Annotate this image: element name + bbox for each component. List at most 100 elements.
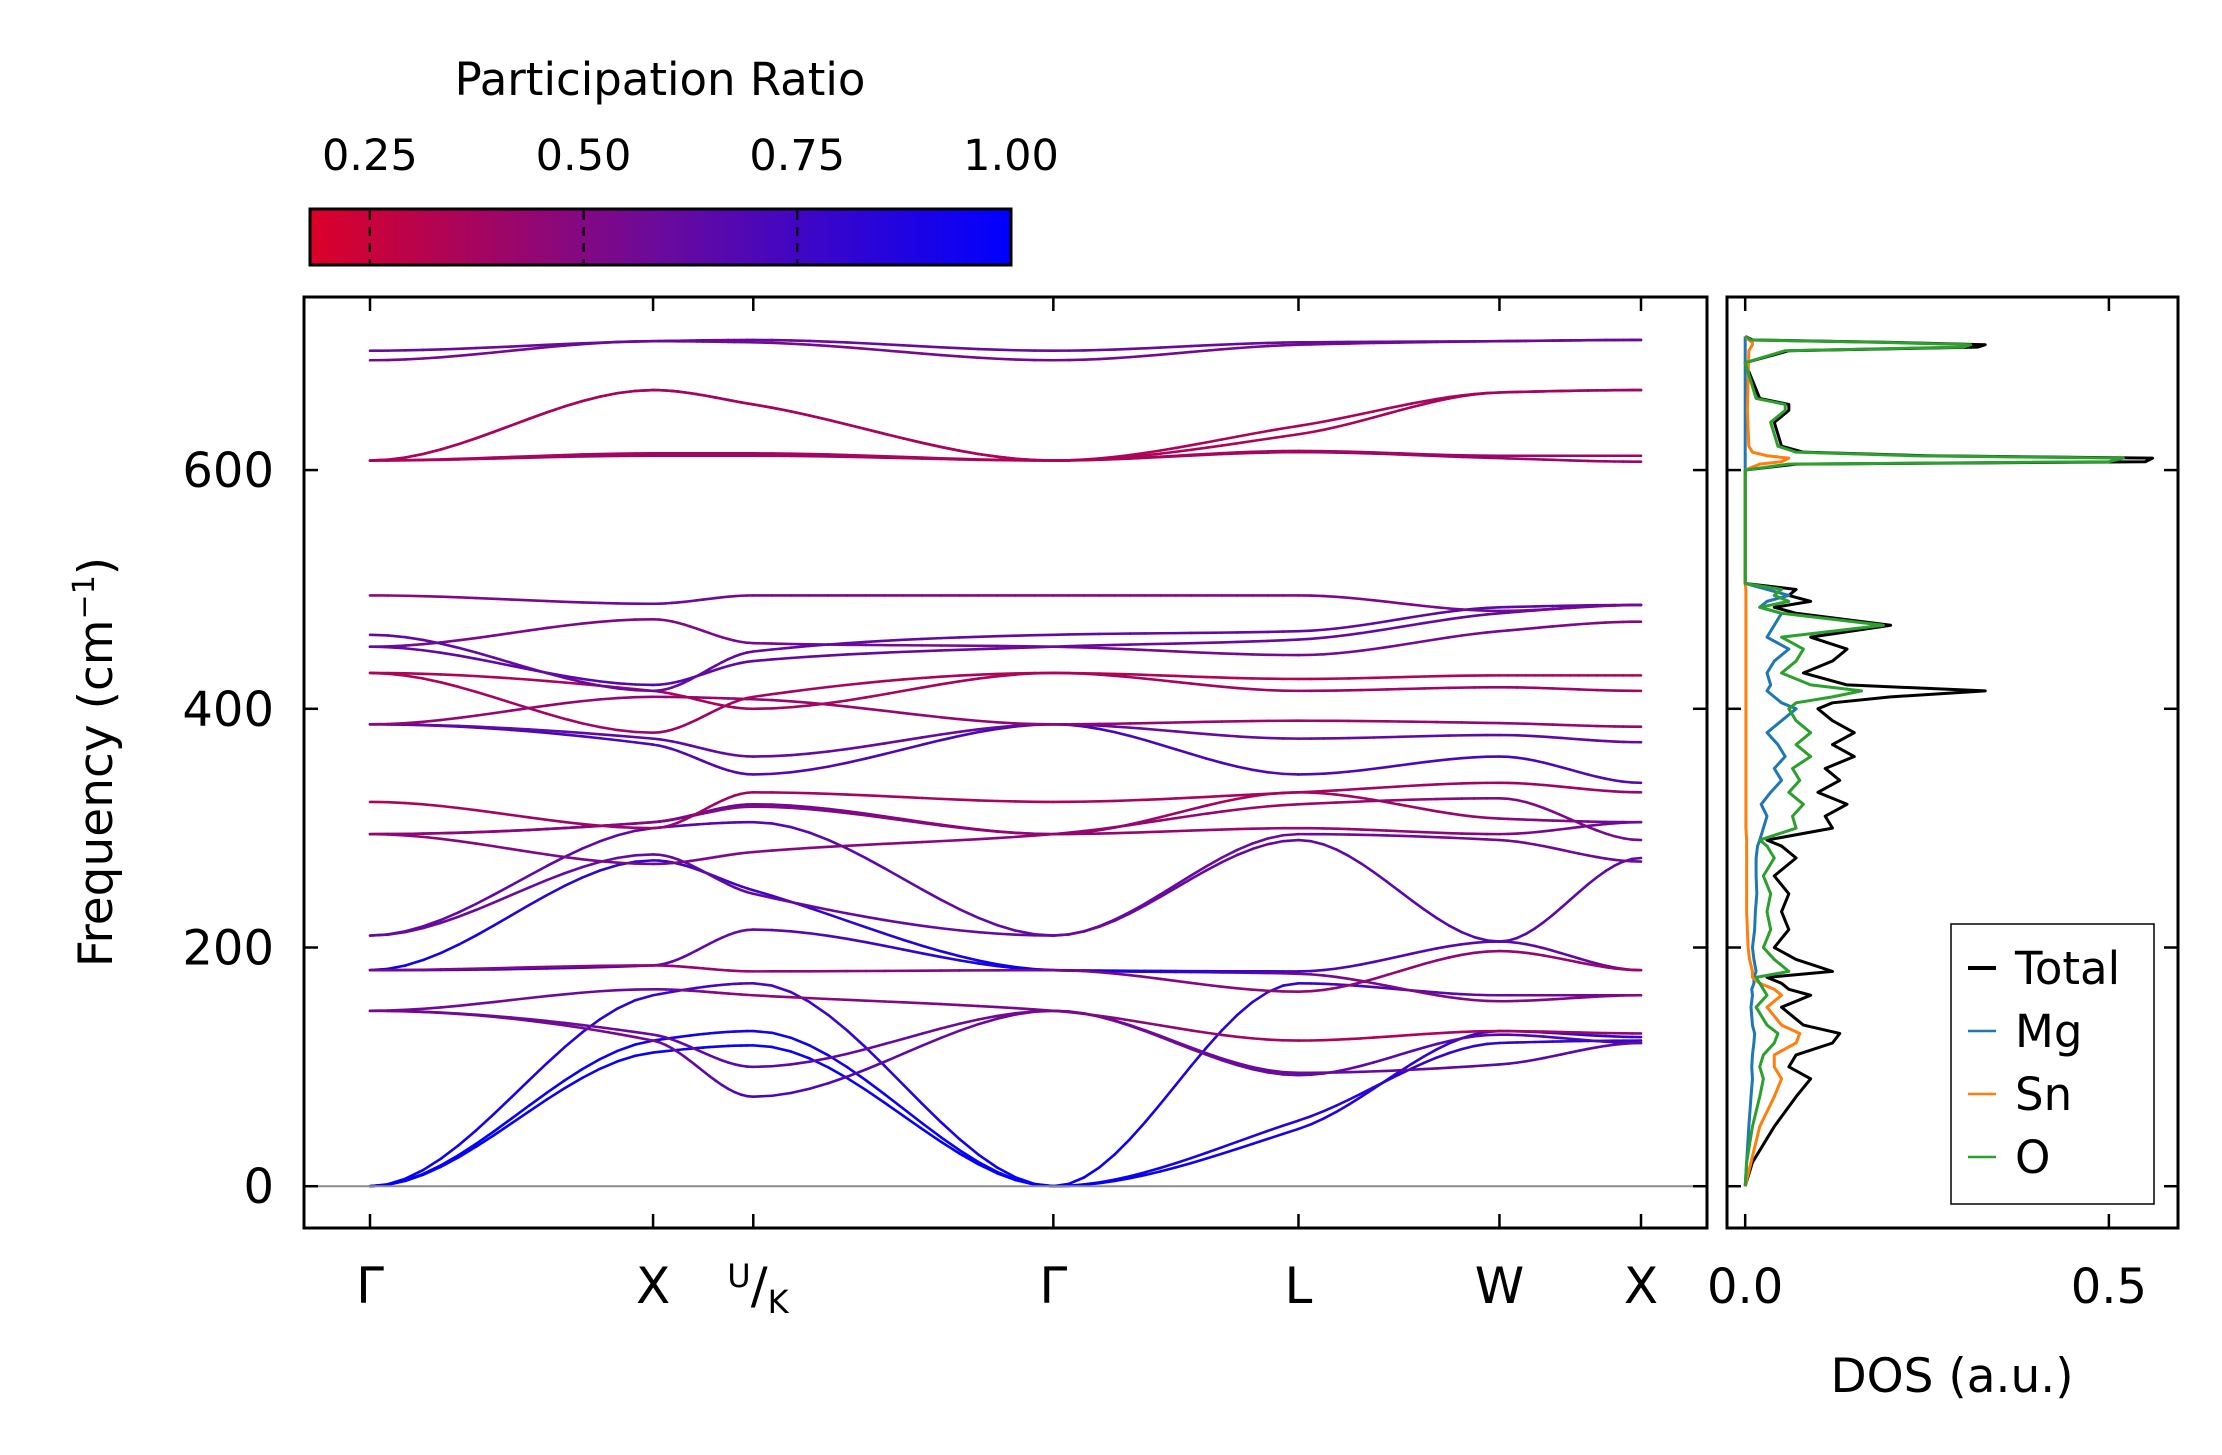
- band-29-seg-3-6: [1143, 346, 1162, 350]
- band-9-seg-0-10: [545, 871, 566, 882]
- band-3-seg-0-10: [545, 1021, 566, 1027]
- band-8-seg-4-12: [1447, 953, 1464, 959]
- band-15-seg-0-13: [598, 736, 619, 742]
- band-4-seg-5-8: [1568, 1049, 1581, 1054]
- band-7-seg-5-5: [1542, 946, 1554, 952]
- band-8-seg-4-6: [1372, 973, 1388, 981]
- band-2-seg-2-7: [883, 1064, 905, 1087]
- band-17-seg-2-4: [826, 703, 849, 708]
- dos-panel: 0.0 0.5 DOS (a.u.) Total Mg Sn O: [1707, 295, 2180, 1404]
- band-28-seg-0-1: [386, 358, 407, 362]
- band-20-seg-3-4: [1113, 647, 1132, 651]
- band-9-seg-0-11: [563, 865, 584, 875]
- band-23-seg-4-6: [1372, 599, 1388, 604]
- band-17-seg-0-11: [563, 699, 584, 705]
- band-10-seg-0-13: [598, 833, 619, 843]
- band-18-seg-0-8: [510, 701, 531, 710]
- band-1-seg-2-6: [864, 1078, 886, 1096]
- band-14-seg-0-3: [421, 803, 443, 808]
- band-22-seg-0-6: [474, 651, 496, 659]
- band-11-seg-4-9: [1410, 830, 1426, 834]
- band-16-seg-0-10: [545, 729, 566, 733]
- band-29-seg-3-7: [1159, 345, 1178, 349]
- band-23-seg-5-6: [1551, 607, 1563, 611]
- band-10-seg-2-12: [977, 916, 999, 927]
- band-14-seg-0-4: [439, 804, 460, 810]
- band-12-seg-4-7: [1385, 800, 1401, 806]
- band-14-seg-3-7: [1159, 797, 1178, 801]
- band-5-seg-0-2: [404, 1007, 425, 1012]
- band-3-seg-5-3: [1524, 1034, 1537, 1038]
- band-9-seg-4-3: [1334, 848, 1351, 858]
- band-0-seg-2-9: [920, 1127, 943, 1143]
- band-21-seg-0-7: [492, 660, 513, 668]
- band-4-seg-5-9: [1577, 1047, 1590, 1052]
- band-5-seg-3-3: [1098, 1014, 1116, 1020]
- band-12-seg-2-8: [902, 819, 924, 825]
- band-28-seg-2-7: [883, 349, 905, 354]
- band-28-seg-0-7: [492, 349, 513, 354]
- band-9-seg-0-14: [616, 854, 637, 860]
- band-0-seg-3-14: [1266, 1124, 1285, 1133]
- band-22-seg-0-11: [563, 676, 584, 684]
- band-27-seg-0-3: [421, 448, 443, 456]
- colorbar-tick-label-1: 0.50: [536, 131, 632, 181]
- band-29-seg-3-10: [1205, 343, 1224, 347]
- k-label-uk-sub: K: [768, 1283, 790, 1321]
- band-5-seg-2-9: [920, 1001, 943, 1006]
- band-2-seg-0-4: [439, 1144, 460, 1161]
- band-14-seg-0-14: [616, 825, 637, 830]
- band-7-seg-2-9: [920, 951, 943, 959]
- band-17-seg-2-0: [751, 697, 774, 702]
- band-9-seg-2-1: [770, 896, 793, 904]
- band-12-seg-4-9: [1410, 805, 1426, 811]
- band-2-seg-0-15: [634, 993, 655, 1002]
- band-0-seg-4-13: [1460, 1044, 1476, 1051]
- band-19-seg-2-12: [977, 674, 999, 680]
- band-15-seg-0-12: [581, 735, 602, 740]
- band-0-seg-0-11: [563, 1076, 584, 1090]
- band-14-seg-5-7: [1560, 785, 1572, 789]
- band-8-seg-4-11: [1435, 956, 1451, 962]
- band-14-seg-3-12: [1235, 793, 1254, 797]
- band-5-seg-4-4: [1347, 1037, 1363, 1041]
- band-22-seg-2-4: [826, 641, 849, 646]
- band-20-seg-0-11: [563, 622, 584, 627]
- band-9-seg-5-10: [1586, 876, 1599, 886]
- band-9-seg-5-2: [1515, 932, 1528, 940]
- band-14-seg-0-6: [474, 808, 496, 814]
- band-10-seg-0-11: [563, 847, 584, 859]
- band-3-seg-4-10: [1422, 1042, 1438, 1049]
- band-23-seg-5-7: [1560, 606, 1572, 610]
- band-26-seg-4-5: [1359, 416, 1376, 423]
- band-2-seg-4-10: [1422, 990, 1438, 994]
- band-17-seg-0-7: [492, 709, 513, 715]
- band-10-seg-5-0: [1498, 838, 1510, 843]
- band-15-seg-5-4: [1533, 759, 1545, 764]
- band-27-seg-3-15: [1281, 424, 1300, 430]
- band-9-seg-4-4: [1347, 854, 1363, 865]
- band-18-seg-2-3: [808, 685, 830, 691]
- band-14-seg-4-9: [1410, 783, 1426, 788]
- band-15-seg-3-11: [1220, 761, 1239, 768]
- band-8-seg-3-11: [1220, 985, 1239, 990]
- colorbar-tick-label-3: 1.00: [963, 131, 1059, 181]
- band-9-seg-2-11: [958, 929, 980, 934]
- band-18-seg-0-5: [457, 685, 478, 694]
- band-9-seg-3-10: [1205, 860, 1224, 872]
- band-21-seg-4-0: [1297, 637, 1313, 641]
- band-13-seg-4-4: [1347, 800, 1363, 804]
- band-12-seg-2-10: [939, 824, 961, 830]
- band-1-seg-5-10: [1586, 1033, 1599, 1037]
- band-4-seg-2-7: [883, 1037, 905, 1046]
- band-5-seg-2-14: [1014, 1006, 1036, 1011]
- band-26-seg-4-2: [1322, 425, 1338, 432]
- band-29-seg-0-3: [421, 348, 443, 352]
- band-9-seg-2-3: [808, 904, 830, 912]
- band-0-seg-2-12: [977, 1162, 999, 1175]
- band-27-seg-4-15: [1485, 391, 1501, 395]
- band-2-seg-2-9: [920, 1102, 943, 1124]
- dos-lines: [1743, 335, 2155, 1187]
- band-22-seg-0-3: [421, 638, 443, 645]
- band-10-seg-2-2: [789, 825, 811, 834]
